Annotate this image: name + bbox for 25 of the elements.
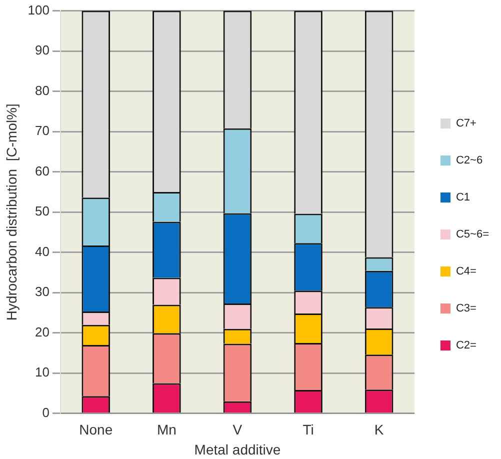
y-tick-label: 70 xyxy=(35,123,50,138)
x-tick-label: Mn xyxy=(156,422,176,438)
x-tick-label: V xyxy=(232,422,243,438)
legend-label: C7+ xyxy=(456,118,476,130)
x-tick-label: None xyxy=(79,422,113,438)
y-tick-label: 0 xyxy=(42,404,50,420)
legend-label: C3= xyxy=(456,302,476,315)
y-tick-label: 20 xyxy=(35,324,50,340)
x-axis-title: Metal additive xyxy=(194,441,281,458)
y-tick-label: 40 xyxy=(35,244,50,259)
y-tick-label: 30 xyxy=(35,284,50,300)
legend-label: C1 xyxy=(456,192,470,204)
y-tick-label: 50 xyxy=(35,204,50,219)
y-tick-label: 80 xyxy=(35,82,50,98)
y-axis-title: Hydrocarbon distribution [C-mol%] xyxy=(3,104,20,321)
legend-label: C5~6= xyxy=(456,228,490,241)
y-tick-label: 60 xyxy=(35,163,50,178)
x-tick-label: Ti xyxy=(302,422,314,438)
y-tick-label: 90 xyxy=(35,42,50,58)
x-tick-label: K xyxy=(374,422,384,438)
legend-label: C2~6 xyxy=(456,154,483,167)
y-tick-label: 10 xyxy=(35,364,50,380)
y-tick-label: 100 xyxy=(28,2,50,18)
legend-label: C4= xyxy=(456,266,476,278)
legend-label: C2= xyxy=(456,340,476,352)
